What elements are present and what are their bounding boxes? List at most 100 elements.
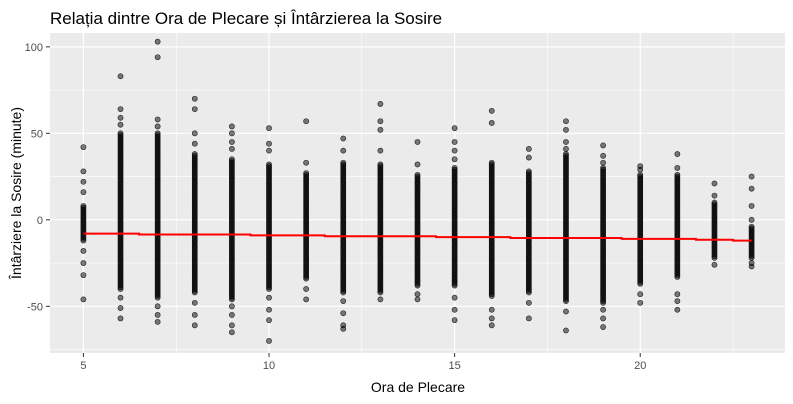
data-point: [303, 296, 310, 303]
data-point: [228, 156, 235, 163]
data-point: [377, 147, 384, 154]
data-point: [154, 38, 161, 45]
data-point: [488, 306, 495, 313]
data-point: [748, 223, 755, 230]
data-point: [80, 178, 87, 185]
data-point: [80, 168, 87, 175]
data-point: [340, 325, 347, 332]
x-tick-label: 20: [634, 360, 646, 372]
data-point: [451, 294, 458, 301]
data-point: [191, 106, 198, 113]
data-point: [191, 130, 198, 137]
data-point: [600, 324, 607, 330]
data-point: [228, 139, 235, 145]
data-point: [191, 151, 198, 157]
data-point: [303, 170, 310, 177]
data-point: [80, 260, 87, 266]
trend-line-group: [83, 232, 752, 242]
data-point: [154, 318, 161, 325]
data-point: [600, 315, 607, 322]
data-point: [340, 147, 347, 154]
trend-line: [83, 232, 752, 242]
data-point: [488, 322, 495, 329]
data-point: [303, 118, 310, 125]
data-point: [414, 291, 421, 298]
data-point: [451, 156, 458, 163]
data-point: [266, 140, 272, 147]
data-point: [525, 168, 532, 175]
data-point: [674, 165, 681, 171]
data-point: [228, 312, 235, 318]
data-point: [80, 189, 87, 196]
data-point: [488, 159, 495, 166]
data-point: [191, 312, 198, 318]
data-point: [80, 144, 87, 151]
data-point: [117, 294, 124, 301]
x-axis-ticks: 5 10 15 20: [80, 353, 646, 372]
data-point: [600, 306, 607, 313]
data-point: [637, 166, 644, 173]
y-tick-label: -50: [27, 301, 43, 313]
data-point: [117, 73, 124, 80]
data-point: [117, 121, 124, 128]
data-point: [600, 165, 607, 171]
data-point: [266, 161, 272, 168]
data-point: [674, 298, 681, 305]
data-point: [266, 306, 272, 313]
data-point: [600, 152, 607, 159]
data-point: [191, 322, 198, 329]
data-point: [266, 317, 272, 324]
data-point: [117, 305, 124, 311]
data-point: [228, 322, 235, 329]
data-point: [563, 118, 569, 125]
data-point: [748, 203, 755, 209]
data-point: [748, 263, 755, 270]
data-point: [340, 135, 347, 142]
data-point: [340, 298, 347, 305]
data-point: [674, 171, 681, 178]
data-point: [600, 159, 607, 166]
data-point: [117, 106, 124, 113]
y-axis-title: Întârziere la Sosire (minute): [8, 107, 24, 280]
data-point: [525, 154, 532, 161]
data-point: [80, 296, 87, 303]
data-point: [563, 145, 569, 152]
x-axis-title: Ora de Plecare: [371, 379, 465, 395]
data-point: [488, 315, 495, 322]
data-point: [563, 139, 569, 145]
data-point: [340, 159, 347, 166]
data-point: [266, 125, 272, 132]
data-point: [600, 142, 607, 149]
data-point: [228, 303, 235, 310]
data-point: [711, 180, 718, 187]
y-tick-label: 50: [31, 128, 43, 140]
y-tick-label: 0: [37, 215, 43, 227]
data-point: [563, 126, 569, 133]
data-point: [377, 161, 384, 168]
data-point: [117, 315, 124, 322]
data-points: [80, 38, 755, 344]
data-point: [748, 216, 755, 223]
data-point: [154, 303, 161, 310]
data-point: [563, 151, 569, 157]
x-tick-label: 5: [80, 360, 86, 372]
chart-title: Relația dintre Ora de Plecare și Întârzi…: [50, 9, 442, 28]
data-point: [228, 123, 235, 130]
data-point: [80, 272, 87, 279]
data-point: [563, 327, 569, 334]
data-point: [414, 296, 421, 303]
data-point: [451, 306, 458, 313]
data-point: [451, 125, 458, 132]
data-point: [266, 337, 272, 344]
data-point: [711, 261, 718, 268]
data-point: [191, 140, 198, 147]
y-axis-ticks: -50 0 50 100: [25, 42, 50, 313]
data-point: [414, 139, 421, 145]
data-point: [674, 151, 681, 157]
data-point: [748, 185, 755, 192]
data-point: [451, 317, 458, 324]
data-point: [228, 145, 235, 152]
data-point: [414, 161, 421, 168]
data-point: [525, 315, 532, 322]
